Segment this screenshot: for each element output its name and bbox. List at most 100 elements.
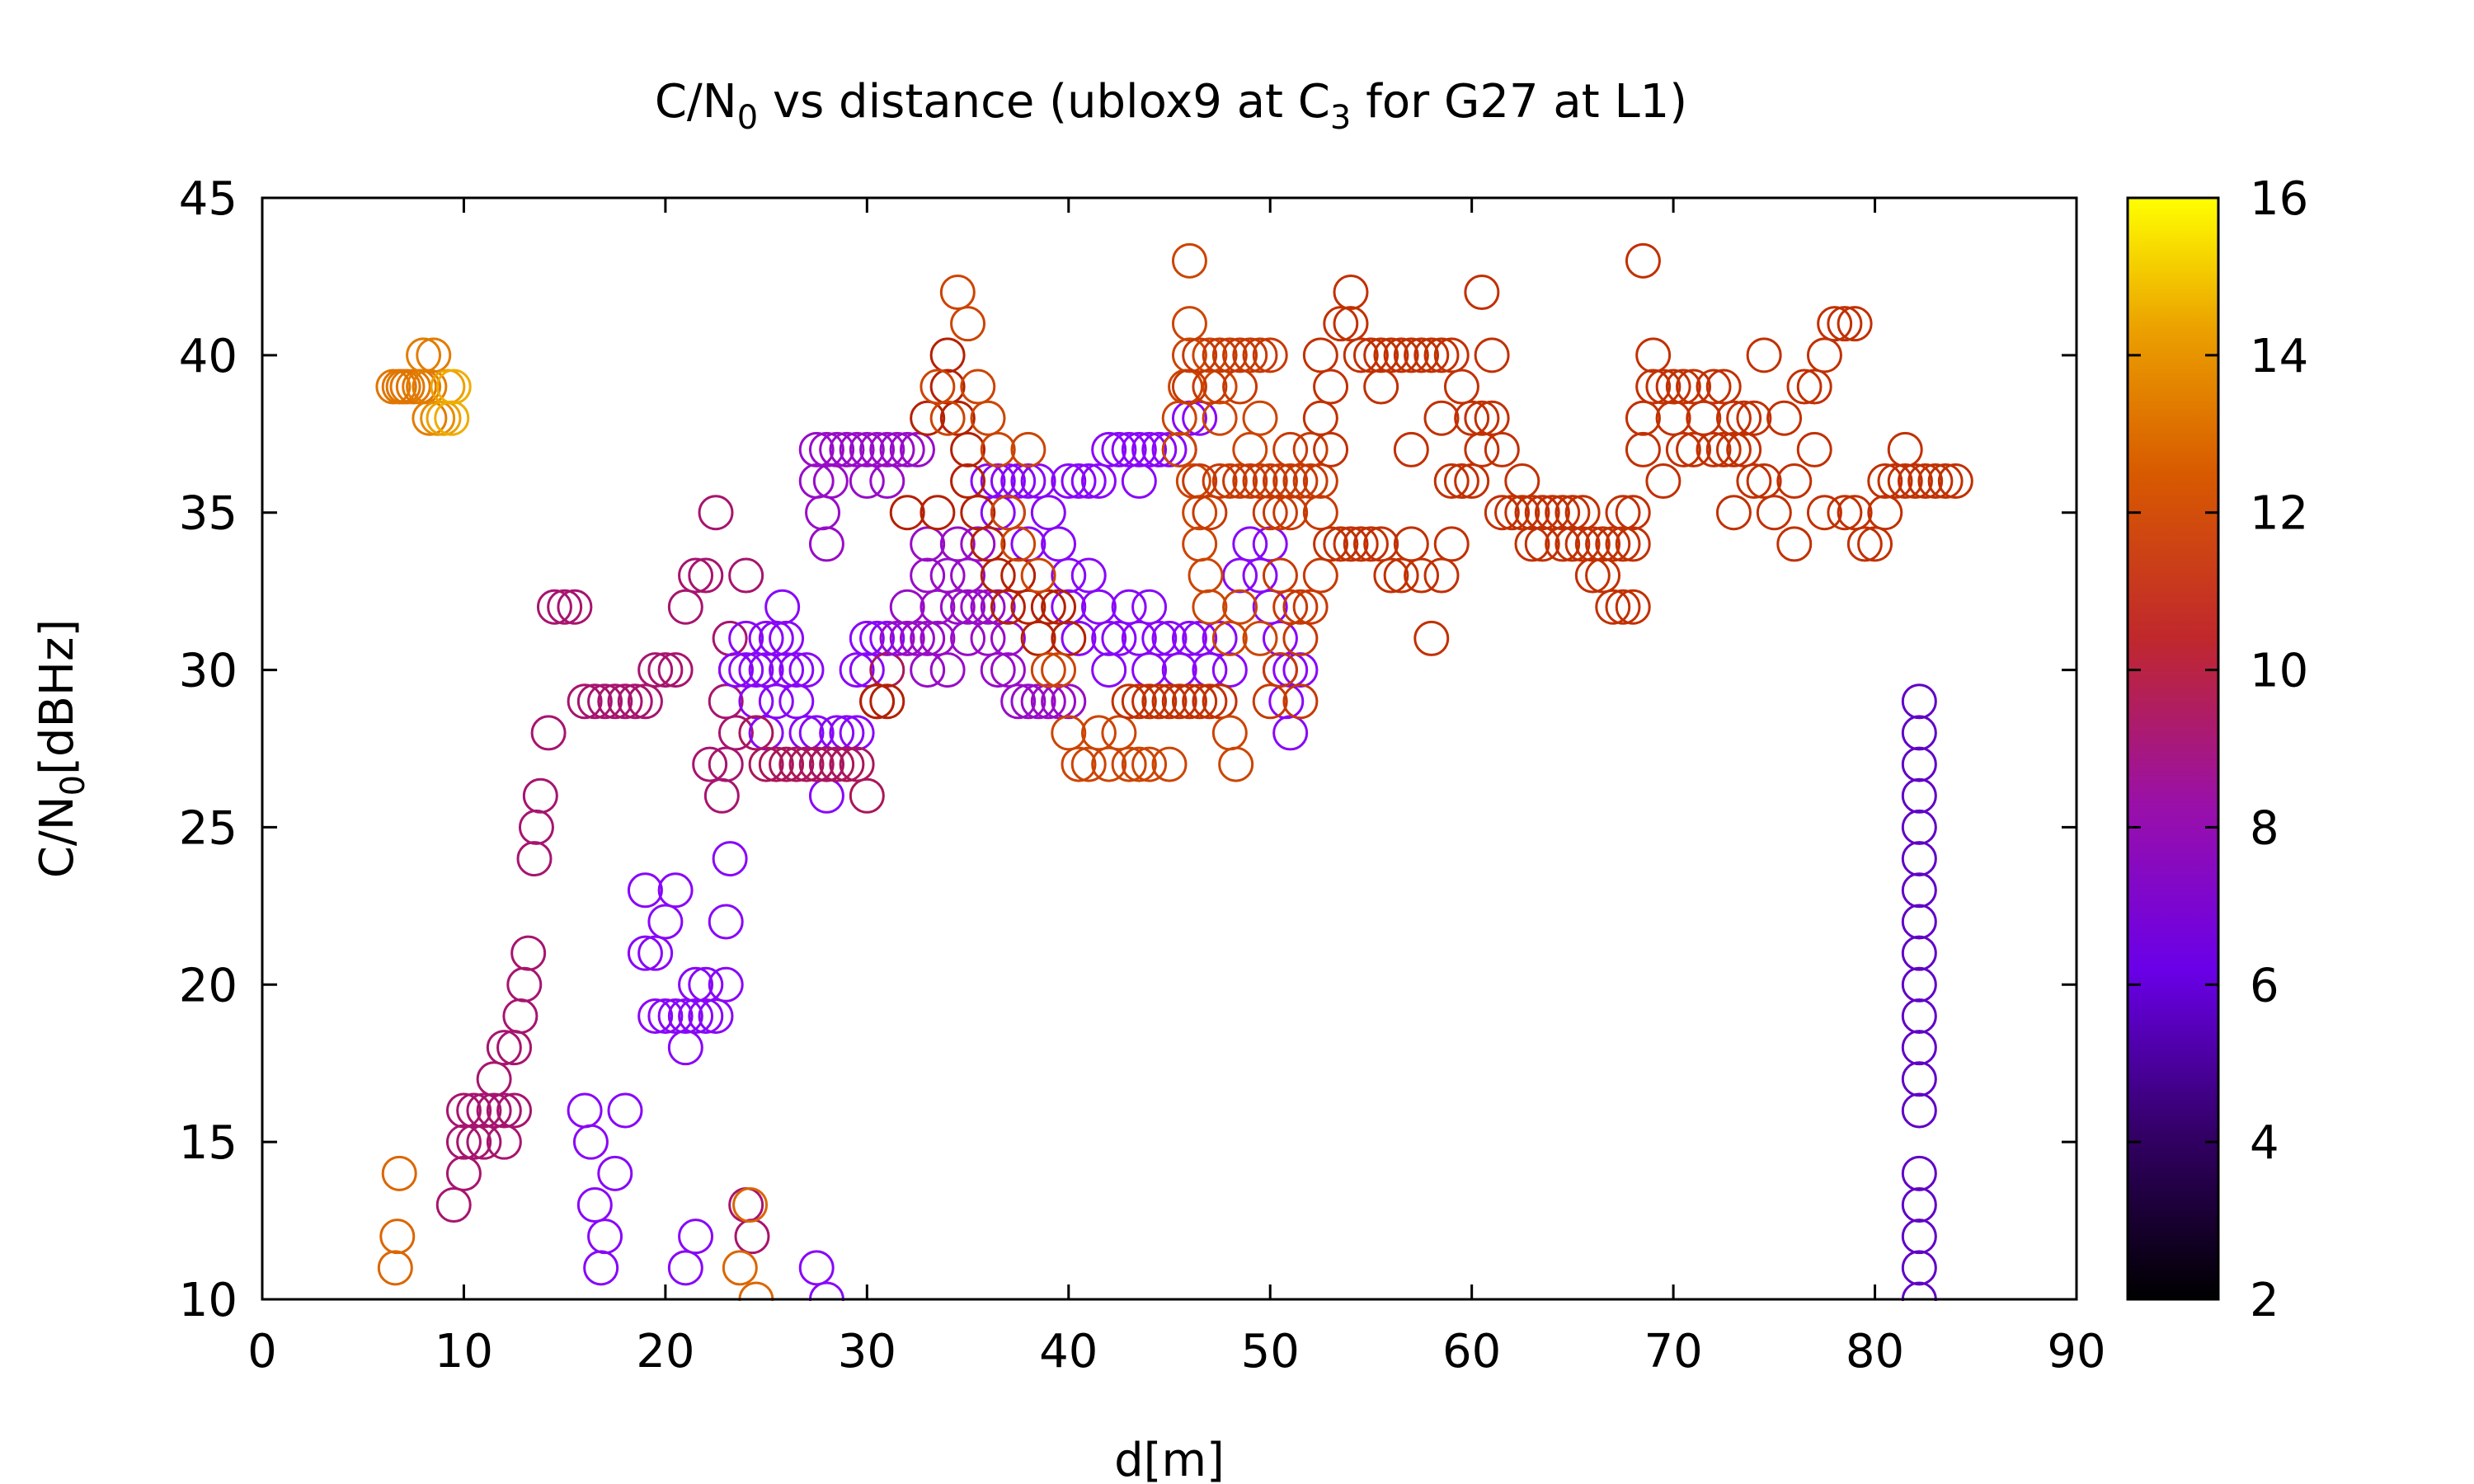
data-point [1232, 463, 1268, 500]
data-point [798, 431, 835, 467]
data-point [1756, 495, 1792, 531]
data-point [1222, 337, 1258, 373]
data-point [1222, 589, 1258, 625]
data-point [1020, 683, 1056, 720]
data-point [557, 589, 593, 625]
data-point [1665, 431, 1701, 467]
data-point [839, 715, 875, 751]
data-point [1464, 400, 1500, 436]
data-point [1796, 431, 1832, 467]
data-point [379, 1219, 416, 1255]
data-point [717, 652, 754, 688]
data-point [1222, 463, 1258, 500]
data-point [1383, 337, 1419, 373]
data-point [1111, 746, 1147, 782]
data-point [1352, 526, 1389, 562]
data-point [1696, 369, 1732, 405]
data-point [1252, 337, 1288, 373]
data-point [950, 620, 986, 656]
plot-frame [261, 196, 2078, 1301]
data-point [698, 998, 734, 1034]
title-subscript: 0 [737, 99, 758, 137]
data-point [788, 715, 825, 751]
data-point [1111, 431, 1147, 467]
data-point [708, 904, 744, 940]
data-point [445, 1092, 482, 1129]
data-point [1901, 998, 1937, 1034]
data-point [869, 463, 905, 500]
data-point [1272, 495, 1309, 531]
data-point [708, 966, 744, 1003]
data-point [1554, 526, 1591, 562]
data-point [1901, 935, 1937, 971]
data-point [1726, 400, 1762, 436]
data-point [1323, 306, 1359, 342]
data-point [667, 1030, 703, 1066]
data-point [728, 652, 764, 688]
data-point [1192, 495, 1228, 531]
data-point [1901, 966, 1937, 1003]
colorbar-tick-label: 4 [2250, 1116, 2279, 1170]
data-point [950, 306, 986, 342]
data-point [1393, 431, 1429, 467]
data-point [657, 652, 694, 688]
data-point [1901, 1061, 1937, 1097]
data-point [1383, 557, 1419, 594]
data-point [1182, 526, 1218, 562]
data-point [798, 1250, 835, 1286]
data-point [1887, 463, 1923, 500]
data-point [829, 715, 865, 751]
data-point [1736, 463, 1772, 500]
data-point [434, 400, 470, 436]
data-point [1232, 431, 1268, 467]
data-point [1061, 463, 1097, 500]
data-point [1524, 526, 1560, 562]
x-axis-label: d[m] [1114, 1434, 1225, 1484]
data-point [1901, 1219, 1937, 1255]
data-point [778, 652, 815, 688]
data-point [1917, 463, 1954, 500]
data-point [1454, 463, 1490, 500]
data-point [748, 652, 784, 688]
data-point [1211, 715, 1248, 751]
data-point [1574, 557, 1611, 594]
data-point [1091, 431, 1127, 467]
data-point [929, 557, 966, 594]
data-point [1373, 337, 1409, 373]
data-point [769, 652, 805, 688]
title-part: for G27 at L1) [1351, 75, 1687, 129]
data-point [1000, 526, 1037, 562]
data-point [1020, 620, 1056, 656]
data-point [530, 715, 567, 751]
data-point [1192, 589, 1228, 625]
y-tick-label: 10 [179, 1274, 238, 1327]
data-point [1222, 557, 1258, 594]
data-point [1222, 369, 1258, 405]
data-point [536, 589, 572, 625]
data-point [547, 589, 583, 625]
data-point [1302, 400, 1338, 436]
data-point [1262, 620, 1298, 656]
data-point [692, 746, 728, 782]
data-point [657, 998, 694, 1034]
data-point [1363, 337, 1399, 373]
data-point [869, 652, 905, 688]
data-point [1232, 337, 1268, 373]
data-point [1373, 557, 1409, 594]
data-point [1282, 652, 1319, 688]
data-point [1141, 431, 1178, 467]
title-subscript: 3 [1330, 99, 1351, 137]
data-point [1030, 652, 1066, 688]
data-point [466, 1124, 502, 1160]
data-point [1041, 683, 1077, 720]
colorbar-tick-label: 2 [2250, 1274, 2279, 1327]
data-point [1901, 1250, 1937, 1286]
data-point [1161, 652, 1197, 688]
colorbar-tick-label: 12 [2250, 487, 2308, 541]
data-point [1443, 369, 1479, 405]
data-point [1901, 872, 1937, 909]
y-tick-label: 45 [179, 172, 238, 226]
data-point [769, 620, 805, 656]
data-point [1202, 400, 1238, 436]
data-point [1645, 463, 1681, 500]
